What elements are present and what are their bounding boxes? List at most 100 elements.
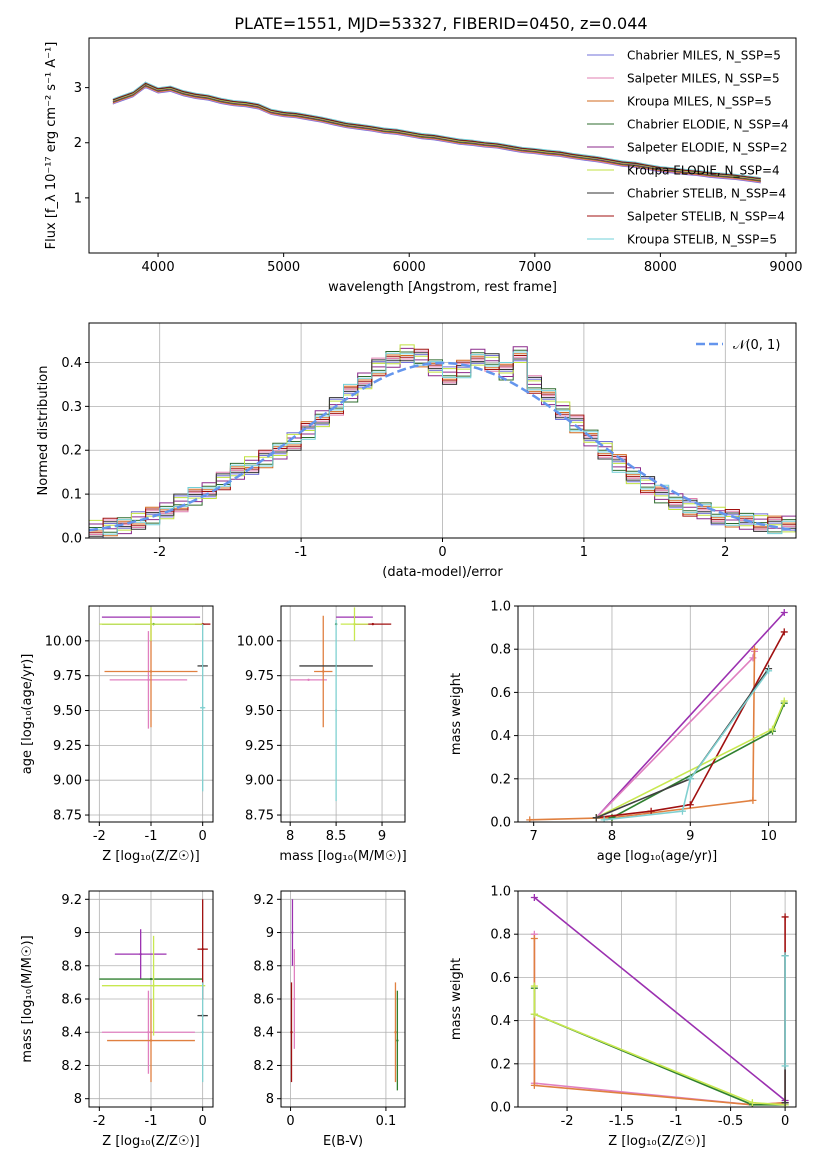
plus-marker xyxy=(592,814,600,822)
y-tick-label: 0.2 xyxy=(490,772,511,787)
residual-histogram xyxy=(89,351,796,535)
mass-weight-line xyxy=(595,611,785,819)
residuals-panel: -2 -1 0 1 2 0.0 0.1 0.2 0.3 0.4 (data-model)/error… xyxy=(36,322,797,580)
data-point xyxy=(293,997,296,1001)
x-tick-label: 0.1 xyxy=(376,1114,397,1129)
x-tick-label: 1 xyxy=(580,545,588,560)
x-tick-label: -2 xyxy=(93,829,106,844)
data-point xyxy=(371,622,375,626)
y-tick-label: 8.6 xyxy=(61,993,82,1008)
data-point xyxy=(334,709,338,712)
y-tick-label: 0.3 xyxy=(61,400,82,415)
x-tick-label: 8000 xyxy=(644,260,677,275)
massweight-vs-age-plot-area xyxy=(526,608,788,822)
x-tick-label: 7 xyxy=(530,829,538,844)
data-point xyxy=(201,947,204,951)
legend-entry: Kroupa ELODIE, N_SSP=4 xyxy=(627,164,780,178)
mass-vs-EBV-plot-area xyxy=(290,899,399,1091)
plus-marker xyxy=(781,952,789,960)
y-tick-label: 9 xyxy=(266,926,274,941)
x-tick-label: 0 xyxy=(199,829,207,844)
y-tick-label: 0.0 xyxy=(490,1101,511,1116)
spectrum-panel: 4000 5000 6000 7000 8000 9000 1 2 3 wavelength [A… xyxy=(44,37,803,295)
legend-entry: Chabrier ELODIE, N_SSP=4 xyxy=(627,118,789,132)
legend-entry: Chabrier MILES, N_SSP=5 xyxy=(627,49,781,63)
y-axis-label: mass weight xyxy=(449,673,464,755)
y-tick-label: 8.8 xyxy=(61,959,82,974)
y-tick-label: 0.4 xyxy=(490,1014,511,1029)
plus-marker xyxy=(748,1099,756,1107)
legend-entry: Salpeter MILES, N_SSP=5 xyxy=(627,72,780,86)
data-point xyxy=(149,1039,153,1042)
y-tick-label: 9.25 xyxy=(53,739,82,754)
legend: Chabrier MILES, N_SSP=5 Salpeter MILES, N… xyxy=(587,49,789,247)
data-point xyxy=(396,1039,399,1042)
massweight-vs-age-panel: 7 8 9 10 0.0 0.2 0.4 0.6 0.8 1.0 age [log₁₀(age/yr… xyxy=(449,600,797,864)
data-point xyxy=(149,977,153,981)
residuals-plot-area xyxy=(89,344,796,538)
model-spectrum-line xyxy=(112,82,761,180)
age-vs-mass-plot-area xyxy=(290,607,392,802)
plus-marker xyxy=(600,816,608,822)
x-tick-label: -2 xyxy=(93,1114,106,1129)
y-tick-label: 0.8 xyxy=(490,643,511,658)
x-tick-label: 8 xyxy=(286,829,294,844)
x-tick-label: 5000 xyxy=(267,260,300,275)
y-tick-label: 10.00 xyxy=(45,634,82,649)
x-tick-label: 9 xyxy=(378,829,386,844)
normal-curve xyxy=(89,361,796,532)
spectrum-plot-area xyxy=(112,81,761,184)
model-spectrum-line xyxy=(112,83,761,181)
data-point xyxy=(149,670,153,673)
y-tick-label: 0.2 xyxy=(490,1057,511,1072)
legend-entry: Salpeter STELIB, N_SSP=4 xyxy=(627,210,785,224)
plus-marker xyxy=(686,801,694,809)
axes-frame xyxy=(517,605,797,823)
plus-marker xyxy=(647,807,655,815)
figure-title: PLATE=1551, MJD=53327, FIBERID=0450, z=0… xyxy=(234,14,647,33)
y-tick-label: 8.6 xyxy=(253,993,274,1008)
model-spectrum-line xyxy=(112,84,761,181)
y-tick-label: 1.0 xyxy=(490,885,511,900)
mass-weight-line xyxy=(533,934,786,1106)
x-tick-label: 0 xyxy=(781,1114,789,1129)
y-tick-label: 9.2 xyxy=(61,893,82,908)
y-tick-label: 0.2 xyxy=(61,444,82,459)
x-axis-label: mass [log₁₀(M/M☉)] xyxy=(279,849,406,864)
plus-marker xyxy=(530,893,538,901)
data-point xyxy=(353,622,356,626)
mass-weight-line xyxy=(596,631,786,819)
y-tick-label: 8 xyxy=(266,1092,274,1107)
plus-marker xyxy=(780,608,788,616)
y-tick-label: 9 xyxy=(74,926,82,941)
y-tick-label: 8.4 xyxy=(61,1026,82,1041)
x-tick-label: -1 xyxy=(295,545,308,560)
y-tick-label: 9.00 xyxy=(245,774,274,789)
y-tick-label: 3 xyxy=(74,81,82,96)
data-point xyxy=(147,678,150,682)
x-tick-label: 10 xyxy=(760,829,777,844)
legend-entry: 𝒩(0, 1) xyxy=(733,338,780,353)
x-tick-label: -1.5 xyxy=(609,1114,634,1129)
y-tick-label: 8.4 xyxy=(253,1026,274,1041)
y-tick-label: 2 xyxy=(74,136,82,151)
x-tick-label: 0 xyxy=(438,545,446,560)
axes-frame xyxy=(280,605,406,823)
plus-marker xyxy=(780,628,788,636)
data-point xyxy=(147,1031,150,1034)
plus-marker xyxy=(530,935,538,943)
x-tick-label: 9 xyxy=(686,829,694,844)
y-tick-label: 10.00 xyxy=(237,634,274,649)
y-tick-label: 0.6 xyxy=(490,971,511,986)
mass-weight-line xyxy=(595,651,756,819)
x-tick-label: 8.5 xyxy=(326,829,347,844)
plus-marker xyxy=(530,1081,538,1089)
y-tick-label: 8.75 xyxy=(53,809,82,824)
legend-entry: Kroupa STELIB, N_SSP=5 xyxy=(627,233,777,247)
axes-frame xyxy=(88,37,797,254)
axes-frame xyxy=(517,890,797,1108)
plus-marker xyxy=(686,775,694,783)
mass-weight-line xyxy=(595,668,770,819)
x-axis-label: E(B-V) xyxy=(323,1134,363,1149)
mass-vs-EBV-panel: 0 0.1 8 8.2 8.4 8.6 8.8 9 9.2 E(B-V) xyxy=(253,890,406,1149)
